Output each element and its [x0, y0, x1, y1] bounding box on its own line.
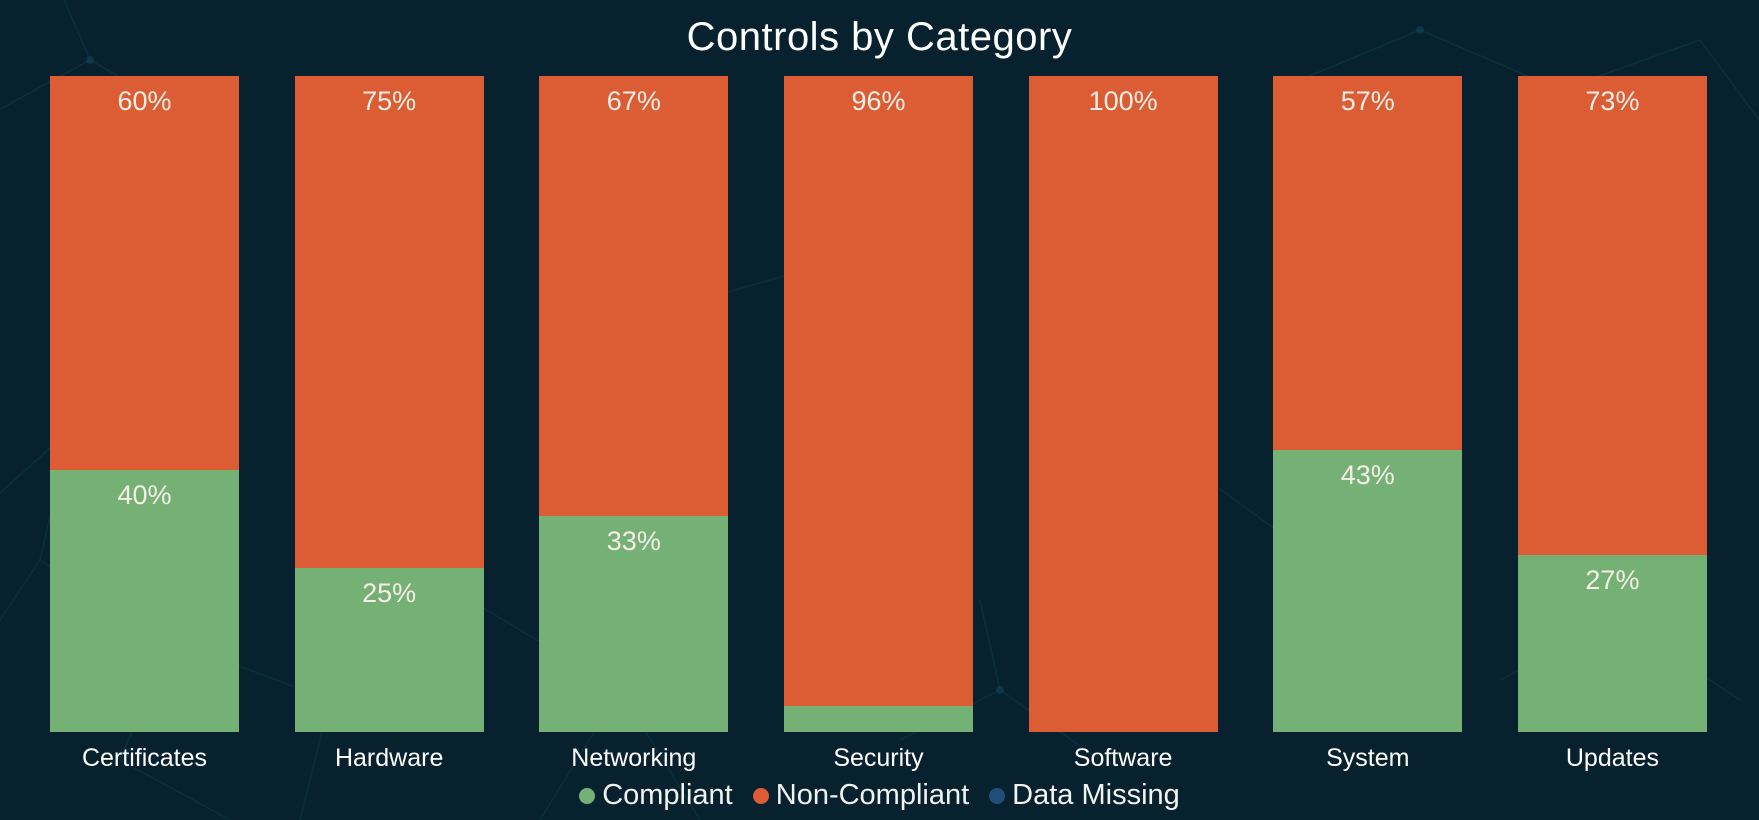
bar-segment-compliant[interactable]: 25% [294, 568, 484, 732]
segment-value-label: 60% [117, 86, 172, 117]
bar-segment-non-compliant[interactable]: 96% [783, 76, 973, 706]
bar-stack: 75% 25% [294, 76, 484, 732]
bar-segment-compliant[interactable] [783, 705, 973, 732]
bar-segment-non-compliant[interactable]: 60% [50, 76, 239, 470]
category-label: Certificates [81, 743, 208, 772]
legend-item-compliant[interactable]: Compliant [579, 779, 733, 812]
bar-column: 73% 27% Updates [1517, 76, 1707, 808]
bar-segment-compliant[interactable]: 27% [1517, 554, 1707, 732]
category-label: Networking [571, 743, 697, 772]
legend-dot-icon [579, 787, 596, 804]
bar-stack: 67% 33% [539, 76, 729, 732]
bar-stack: 96% [783, 76, 973, 732]
legend-label: Data Missing [1012, 779, 1180, 811]
segment-value-label: 75% [362, 86, 417, 116]
segment-value-label: 100% [1088, 86, 1158, 116]
bar-segment-compliant[interactable]: 43% [1273, 449, 1463, 732]
segment-value-label: 33% [606, 525, 661, 556]
bar-stack: 100% [1028, 76, 1218, 732]
legend-label: Compliant [602, 779, 733, 811]
bar-column: 75% 25% Hardware [294, 76, 484, 808]
bar-stack: 60% 40% [50, 76, 239, 732]
segment-value-label: 27% [1585, 564, 1640, 595]
bar-segment-non-compliant[interactable]: 75% [294, 76, 484, 568]
segment-value-label: 40% [117, 479, 172, 510]
segment-value-label: 43% [1340, 459, 1395, 490]
category-label: System [1326, 743, 1410, 772]
category-label: Updates [1565, 743, 1659, 772]
bar-stack: 73% 27% [1517, 76, 1707, 732]
legend-item-data-missing[interactable]: Data Missing [989, 779, 1180, 812]
stacked-bar-chart: 60% 40% Certificates 75% 25% Hardware 67% 33% Ne… [50, 76, 1707, 808]
chart-title: Controls by Category [686, 14, 1073, 59]
bar-segment-compliant[interactable]: 33% [539, 515, 729, 732]
chart-legend: Compliant Non-Compliant Data Missing [0, 779, 1759, 812]
legend-item-non-compliant[interactable]: Non-Compliant [752, 779, 970, 812]
bar-column: 60% 40% Certificates [50, 76, 239, 808]
category-label: Software [1073, 743, 1173, 772]
bar-column: 57% 43% System [1273, 76, 1463, 808]
bar-segment-non-compliant[interactable]: 67% [539, 76, 729, 516]
segment-value-label: 67% [606, 86, 661, 117]
bar-column: 96% Security [783, 76, 973, 808]
legend-dot-icon [752, 787, 769, 804]
bar-stack: 57% 43% [1273, 76, 1463, 732]
bar-column: 67% 33% Networking [539, 76, 729, 808]
bar-column: 100% Software [1028, 76, 1218, 808]
legend-dot-icon [989, 787, 1006, 804]
segment-value-label: 96% [851, 86, 906, 117]
bar-segment-compliant[interactable]: 40% [50, 469, 239, 732]
category-label: Hardware [334, 743, 444, 772]
segment-value-label: 73% [1585, 86, 1640, 117]
segment-value-label: 57% [1340, 86, 1395, 117]
bar-segment-non-compliant[interactable]: 100% [1028, 76, 1218, 732]
bar-segment-non-compliant[interactable]: 57% [1273, 76, 1463, 450]
category-label: Security [833, 743, 924, 772]
legend-label: Non-Compliant [775, 779, 970, 811]
segment-value-label: 25% [362, 578, 417, 608]
bar-segment-non-compliant[interactable]: 73% [1517, 76, 1707, 555]
